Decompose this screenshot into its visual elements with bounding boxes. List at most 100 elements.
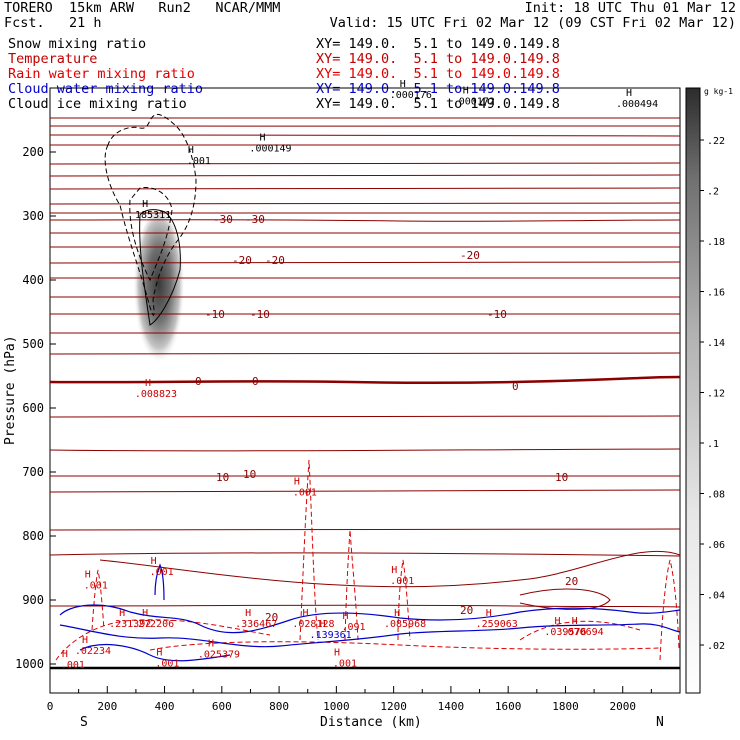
- rain-contours: [55, 459, 680, 661]
- model-title: TORERO 15km ARW Run2 NCAR/MMM: [4, 0, 281, 16]
- legend-cloud-water-label: Cloud water mixing ratio: [8, 81, 204, 97]
- y-tick-label: 700: [22, 465, 44, 479]
- extrema-label: .070694: [562, 627, 604, 638]
- colorbar-label: .02: [707, 641, 725, 652]
- isotherm-label: 10: [216, 471, 229, 484]
- extrema-label: .02234: [75, 646, 111, 657]
- valid-time: Valid: 15 UTC Fri 02 Mar 12 (09 CST Fri …: [329, 15, 736, 31]
- extrema-marker: H: [145, 378, 151, 389]
- extrema-label: .001: [155, 659, 179, 670]
- extrema-labels: .000176H.000172H.000494H.000149H.001H185…: [61, 79, 658, 671]
- extrema-label: .001: [150, 567, 174, 578]
- isotherm-label: 10: [555, 471, 568, 484]
- extrema-marker: H: [259, 132, 265, 143]
- extrema-label: .091: [341, 622, 365, 633]
- extrema-marker: H: [343, 611, 349, 622]
- snow-shading: [133, 212, 185, 372]
- extrema-label: .259063: [476, 619, 518, 630]
- extrema-marker: H: [82, 635, 88, 646]
- colorbar-ticks: .22 .2 .18 .16 .14 .12 .1 .08 .06 .04 .02: [700, 136, 725, 652]
- extrema-label: .000494: [616, 99, 658, 110]
- colorbar-ramp: [685, 87, 701, 694]
- extrema-marker: H: [62, 649, 68, 660]
- x-tick-label: 1400: [438, 700, 465, 713]
- colorbar-label: .04: [707, 591, 725, 602]
- extrema-marker: H: [294, 477, 300, 488]
- extrema-marker: H: [302, 608, 308, 619]
- x-tick-label: 1600: [495, 700, 522, 713]
- legend-rain-xy: XY= 149.0. 5.1 to 149.0.149.8: [316, 66, 560, 82]
- isotherm-label: -20: [232, 254, 252, 267]
- extrema-marker: H: [320, 619, 326, 630]
- legend-temperature-xy: XY= 149.0. 5.1 to 149.0.149.8: [316, 51, 560, 67]
- extrema-label: .039576: [544, 627, 586, 638]
- plot-frame: [49, 87, 681, 694]
- isotherm-label: 10: [243, 468, 256, 481]
- extrema-label: .001: [187, 156, 211, 167]
- south-end-label: S: [80, 715, 88, 730]
- y-tick-label: 900: [22, 593, 44, 607]
- north-end-label: N: [656, 715, 664, 730]
- isotherm-label: 0: [252, 375, 259, 388]
- y-tick-label: 400: [22, 273, 44, 287]
- legend-cloud-ice-label: Cloud ice mixing ratio: [8, 96, 187, 112]
- colorbar-label: .1: [707, 439, 719, 450]
- extrema-marker: H: [85, 569, 91, 580]
- isotherm-label: -20: [265, 254, 285, 267]
- colorbar-label: .2: [707, 187, 719, 198]
- extrema-marker: H: [391, 565, 397, 576]
- extrema-marker: H: [188, 145, 194, 156]
- extrema-marker: H: [156, 648, 162, 659]
- y-tick-label: 1000: [15, 657, 44, 671]
- extrema-label: .001: [84, 580, 108, 591]
- isotherm-label: -30: [213, 213, 233, 226]
- extrema-marker: H: [245, 608, 251, 619]
- extrema-label: .139361: [310, 630, 352, 641]
- extrema-marker: H: [208, 639, 214, 650]
- isotherm-label: 20: [460, 604, 473, 617]
- x-tick-label: 1800: [552, 700, 579, 713]
- legend-cloud-ice-xy: XY= 149.0. 5.1 to 149.0.149.8: [316, 96, 560, 112]
- y-tick-label: 500: [22, 337, 44, 351]
- x-tick-label: 600: [212, 700, 232, 713]
- extrema-marker: H: [119, 608, 125, 619]
- y-axis-title: Pressure (hPa): [3, 335, 18, 445]
- extrema-label: .001: [390, 576, 414, 587]
- x-axis: 0 200 400 600 800 1000 1200 1400 1600 1800 2000: [47, 686, 652, 713]
- ice-contours: [104, 113, 197, 316]
- legend-rain-label: Rain water mixing ratio: [8, 66, 195, 82]
- x-tick-label: 400: [155, 700, 175, 713]
- legend-temperature-label: Temperature: [8, 51, 98, 67]
- cloud-water-contours: [59, 563, 681, 662]
- isotherm-label: -10: [205, 308, 225, 321]
- x-axis-title: Distance (km): [320, 715, 422, 730]
- snow-contours: [139, 209, 181, 326]
- isotherm-label: 20: [565, 575, 578, 588]
- temperature-isotherms-labeled: [49, 211, 681, 610]
- colorbar-label: .18: [707, 237, 725, 248]
- x-tick-label: 200: [97, 700, 117, 713]
- isotherm-label: -20: [460, 249, 480, 262]
- colorbar-unit: g kg-1: [704, 87, 733, 96]
- y-axis: 200 300 400 500 600 700 800 900 1000: [15, 145, 56, 671]
- x-tick-label: 1000: [323, 700, 350, 713]
- colorbar-label: .16: [707, 288, 725, 299]
- legend-snow-label: Snow mixing ratio: [8, 36, 147, 52]
- extrema-marker: H: [394, 608, 400, 619]
- extrema-label: .231392: [109, 619, 151, 630]
- extrema-marker: H: [626, 88, 632, 99]
- extrema-marker: H: [486, 608, 492, 619]
- extrema-marker: H: [334, 648, 340, 659]
- y-tick-label: 800: [22, 529, 44, 543]
- legend-cloud-water-xy: XY= 149.0. 5.1 to 149.0.149.8: [316, 81, 560, 97]
- extrema-label: .008823: [135, 389, 177, 400]
- y-tick-label: 200: [22, 145, 44, 159]
- extrema-label: .025379: [198, 650, 240, 661]
- colorbar-label: .08: [707, 490, 725, 501]
- extrema-marker: H: [554, 616, 560, 627]
- isotherm-labels: -30 -30 -20 -20 -20 -10 -10 -10 0 0 0 10…: [195, 213, 578, 624]
- colorbar-label: .12: [707, 389, 725, 400]
- extrema-label: .000149: [249, 143, 291, 154]
- extrema-label: 185311: [135, 210, 171, 221]
- x-tick-label: 800: [269, 700, 289, 713]
